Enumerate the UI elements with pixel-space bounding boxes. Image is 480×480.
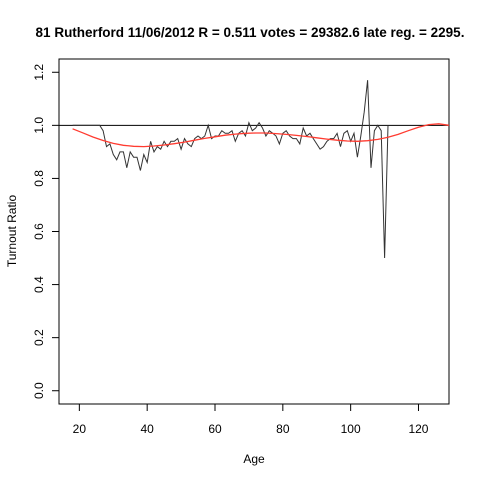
x-tick-label: 100 xyxy=(341,422,361,436)
y-tick-label: 0.0 xyxy=(32,382,46,399)
y-tick-label: 0.4 xyxy=(32,276,46,293)
y-tick-label: 0.2 xyxy=(32,329,46,346)
x-tick-label: 80 xyxy=(276,422,290,436)
x-tick-label: 120 xyxy=(408,422,428,436)
x-tick-label: 60 xyxy=(208,422,222,436)
y-axis-label: Turnout Ratio xyxy=(5,195,19,268)
smoothed-trend-line xyxy=(72,123,450,148)
x-tick-label: 20 xyxy=(73,422,87,436)
x-axis: 20 40 60 80 100 120 xyxy=(73,403,429,436)
y-tick-label: 1.2 xyxy=(32,64,46,81)
plot-frame xyxy=(58,58,450,405)
y-tick-label: 0.8 xyxy=(32,170,46,187)
x-tick-label: 40 xyxy=(140,422,154,436)
y-tick-label: 1.0 xyxy=(32,117,46,134)
y-tick-label: 0.6 xyxy=(32,223,46,240)
turnout-ratio-line xyxy=(72,80,389,259)
plot-area xyxy=(58,58,450,405)
y-axis: 0.0 0.2 0.4 0.6 0.8 1.0 1.2 xyxy=(32,64,60,399)
x-axis-label: Age xyxy=(243,452,265,466)
chart-title: 81 Rutherford 11/06/2012 R = 0.511 votes… xyxy=(36,25,465,40)
